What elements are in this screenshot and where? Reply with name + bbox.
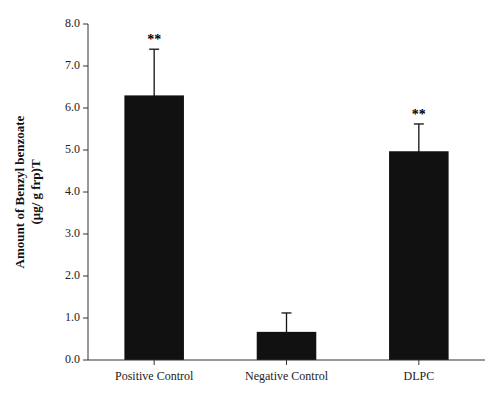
error-bar (149, 49, 159, 141)
error-bar (414, 124, 424, 179)
y-axis-label-line: (μg/ g frp)T (28, 159, 43, 224)
y-tick (83, 360, 88, 361)
error-bar-cap (149, 49, 159, 50)
y-tick (83, 276, 88, 277)
y-tick-label: 5.0 (65, 142, 80, 156)
y-axis-label-line: Amount of Benzyl benzoate (12, 115, 27, 268)
x-tick (418, 360, 419, 365)
x-tick-label: Positive Control (115, 369, 194, 383)
y-tick (83, 108, 88, 109)
y-axis-line (88, 24, 89, 360)
x-axis: Positive Control Negative Control DLPC (88, 360, 485, 383)
error-bar-stem (154, 49, 155, 141)
page: {"chart_data": {"type": "bar", "categori… (0, 0, 500, 408)
bar (389, 151, 449, 360)
y-tick (83, 318, 88, 319)
plot-area (124, 49, 448, 360)
x-tick (154, 360, 155, 365)
error-bar-cap (414, 123, 424, 124)
y-tick (83, 66, 88, 67)
x-tick-label: Negative Control (245, 369, 329, 383)
y-tick-label: 6.0 (65, 100, 80, 114)
y-tick-label: 0.0 (65, 352, 80, 366)
y-tick (83, 192, 88, 193)
y-tick-label: 3.0 (65, 226, 80, 240)
error-bar-stem (418, 124, 419, 179)
y-tick-label: 2.0 (65, 268, 80, 282)
error-bar (282, 313, 292, 351)
x-tick (286, 360, 287, 365)
y-tick-label: 1.0 (65, 310, 80, 324)
y-tick-label: 4.0 (65, 184, 80, 198)
y-tick-label: 7.0 (65, 58, 80, 72)
error-bar-cap (282, 350, 292, 351)
y-tick (83, 24, 88, 25)
error-bar-cap (414, 178, 424, 179)
y-tick (83, 150, 88, 151)
chart-container: 0.0 1.0 2.0 3.0 4.0 5.0 6.0 7.0 8.0 Amount of Ben… (0, 0, 500, 408)
chart: 0.0 1.0 2.0 3.0 4.0 5.0 6.0 7.0 8.0 Amount of Ben… (0, 0, 500, 408)
x-tick-label: DLPC (403, 369, 434, 383)
y-axis: 0.0 1.0 2.0 3.0 4.0 5.0 6.0 7.0 8.0 (65, 16, 88, 366)
error-bar-cap (282, 312, 292, 313)
y-axis-label: Amount of Benzyl benzoate(μg/ g frp)T (12, 115, 43, 268)
y-tick-label: 8.0 (65, 16, 80, 30)
annotation: ** (147, 32, 161, 47)
error-bar-stem (286, 313, 287, 351)
annotation: ** (412, 107, 426, 122)
error-bar-cap (149, 141, 159, 142)
y-tick (83, 234, 88, 235)
